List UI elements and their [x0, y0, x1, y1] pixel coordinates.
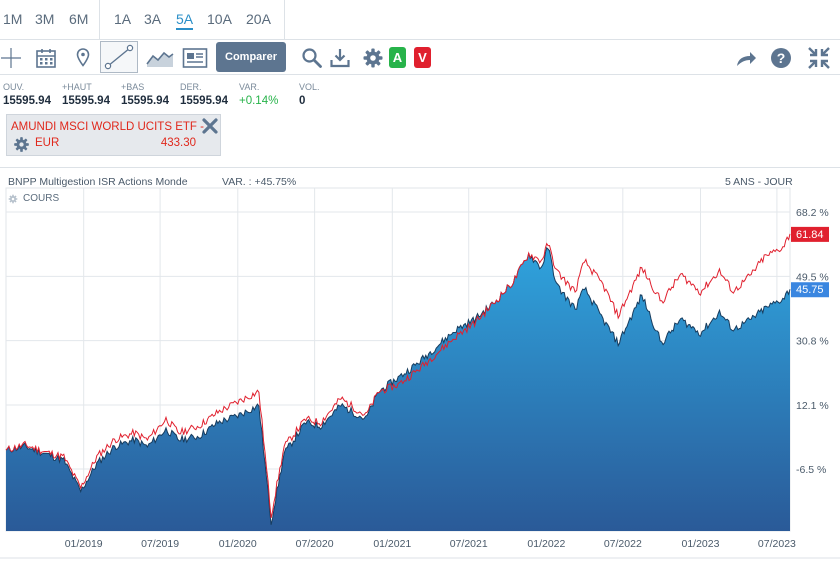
- chart-instrument-name: BNPP Multigestion ISR Actions Monde: [8, 176, 188, 188]
- x-tick-label: 07/2021: [450, 538, 488, 550]
- series-line: [5, 246, 791, 525]
- help-icon[interactable]: ?: [769, 44, 793, 72]
- y-tick-label: 49.5 %: [796, 271, 829, 283]
- series-label: COURS: [23, 193, 60, 204]
- period-10a[interactable]: 10A: [207, 11, 232, 27]
- period-3m[interactable]: 3M: [35, 11, 55, 27]
- series-legend: COURS: [8, 193, 59, 204]
- quote-high: +HAUT 15595.94: [62, 82, 110, 107]
- quote-low: +BAS 15595.94: [121, 82, 169, 107]
- divider: [284, 0, 285, 40]
- period-3a[interactable]: 3A: [144, 11, 162, 27]
- divider: [0, 167, 840, 168]
- quote-value: 15595.94: [180, 95, 228, 107]
- period-20a[interactable]: 20A: [246, 11, 271, 27]
- chart-period: 5 ANS - JOUR: [725, 176, 793, 188]
- quote-label: OUV.: [3, 82, 25, 92]
- search-icon[interactable]: [300, 44, 324, 72]
- quote-value: 15595.94: [62, 95, 110, 107]
- fullscreen-icon[interactable]: [805, 44, 833, 72]
- series-area: [6, 247, 790, 532]
- x-tick-label: 01/2020: [219, 538, 257, 550]
- chart-variation: VAR. : +45.75%: [222, 176, 297, 188]
- share-arrow-icon[interactable]: [733, 44, 759, 72]
- comparison-name: AMUNDI MSCI WORLD UCITS ETF -: [11, 121, 204, 133]
- y-tick-label: 12.1 %: [796, 400, 829, 412]
- gear-icon[interactable]: [361, 44, 385, 72]
- plot-frame: [5, 187, 791, 532]
- v-button[interactable]: V: [414, 47, 431, 68]
- line-draw-icon[interactable]: [100, 41, 138, 73]
- x-tick-label: 07/2019: [141, 538, 179, 550]
- x-tick-label: 01/2022: [527, 538, 565, 550]
- period-1a[interactable]: 1A: [114, 11, 132, 27]
- comparison-currency: EUR: [35, 137, 60, 149]
- gear-icon[interactable]: [11, 135, 31, 153]
- quote-volume: VOL. 0: [299, 82, 320, 107]
- y-tick-label: 68.2 %: [796, 207, 829, 219]
- svg-text:?: ?: [777, 50, 786, 66]
- x-tick-label: 07/2022: [604, 538, 642, 550]
- quote-value: 0: [299, 95, 306, 107]
- close-icon[interactable]: [201, 117, 219, 135]
- comparison-last-value-badge: [791, 226, 829, 242]
- comparison-value: 433.30: [160, 137, 196, 149]
- divider: [0, 74, 840, 75]
- quote-last: DER. 15595.94: [180, 82, 228, 107]
- x-tick-label: 01/2023: [682, 538, 720, 550]
- divider: [0, 39, 840, 40]
- comparison-last-value: 61.84: [796, 229, 824, 241]
- comparison-series-line: [5, 233, 791, 519]
- quote-value: 15595.94: [3, 95, 51, 107]
- y-tick-label: -6.5 %: [796, 464, 826, 476]
- x-tick-label: 01/2021: [373, 538, 411, 550]
- gear-icon[interactable]: [8, 194, 18, 204]
- quote-value: +0.14%: [239, 95, 279, 107]
- x-tick-label: 07/2023: [758, 538, 796, 550]
- divider: [99, 0, 100, 40]
- quote-open: OUV. 15595.94: [3, 82, 51, 107]
- quote-label: VOL.: [299, 82, 320, 92]
- comparison-panel: AMUNDI MSCI WORLD UCITS ETF - EUR 433.30: [6, 114, 221, 156]
- y-tick-label: 30.8 %: [796, 336, 829, 348]
- newspaper-icon[interactable]: [181, 44, 209, 72]
- quote-label: VAR.: [239, 82, 260, 92]
- calendar-icon[interactable]: [34, 44, 58, 72]
- crosshair-icon[interactable]: [0, 44, 22, 72]
- quote-label: DER.: [180, 82, 202, 92]
- period-1m[interactable]: 1M: [3, 11, 23, 27]
- quote-variation: VAR. +0.14%: [239, 82, 278, 107]
- area-chart-icon[interactable]: [145, 44, 175, 72]
- quote-label: +BAS: [121, 82, 145, 92]
- x-tick-label: 01/2019: [65, 538, 103, 550]
- a-button[interactable]: A: [389, 47, 406, 68]
- series-last-value: 45.75: [796, 284, 824, 296]
- download-icon[interactable]: [328, 44, 352, 72]
- quote-label: +HAUT: [62, 82, 92, 92]
- location-pin-icon[interactable]: [72, 44, 94, 72]
- period-6m[interactable]: 6M: [69, 11, 89, 27]
- x-tick-label: 07/2020: [296, 538, 334, 550]
- quote-value: 15595.94: [121, 95, 169, 107]
- period-5a[interactable]: 5A: [176, 11, 194, 30]
- compare-button[interactable]: Comparer: [216, 42, 286, 72]
- series-last-value-badge: [791, 282, 829, 298]
